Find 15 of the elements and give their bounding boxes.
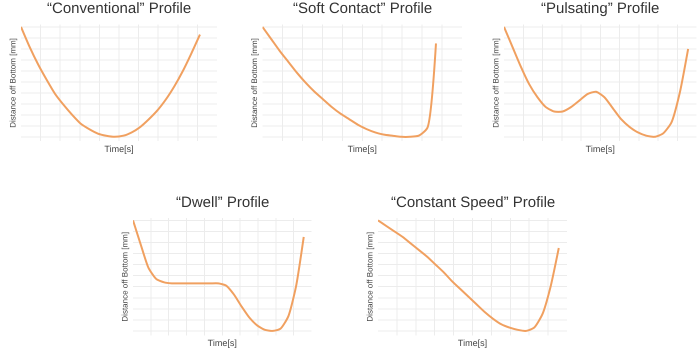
chart-title: “Constant Speed” Profile: [391, 194, 556, 211]
chart-title: “Soft Contact” Profile: [293, 0, 432, 17]
x-axis-title: Time[s]: [348, 144, 377, 154]
x-axis-title: Time[s]: [458, 338, 488, 348]
x-axis-title: Time[s]: [586, 144, 615, 154]
y-axis-title: Distance off Bottom [mm]: [120, 232, 130, 322]
x-axis-title: Time[s]: [208, 338, 237, 348]
x-axis-title: Time[s]: [104, 144, 134, 154]
chart-title: “Conventional” Profile: [47, 0, 192, 17]
y-axis-title: Distance off Bottom [mm]: [250, 38, 260, 128]
y-axis-title: Distance off Bottom [mm]: [366, 232, 375, 322]
y-axis-title: Distance off Bottom [mm]: [8, 38, 18, 128]
chart-title: “Dwell” Profile: [176, 194, 270, 211]
y-axis-title: Distance off Bottom [mm]: [492, 38, 501, 128]
chart-title: “Pulsating” Profile: [541, 0, 660, 17]
